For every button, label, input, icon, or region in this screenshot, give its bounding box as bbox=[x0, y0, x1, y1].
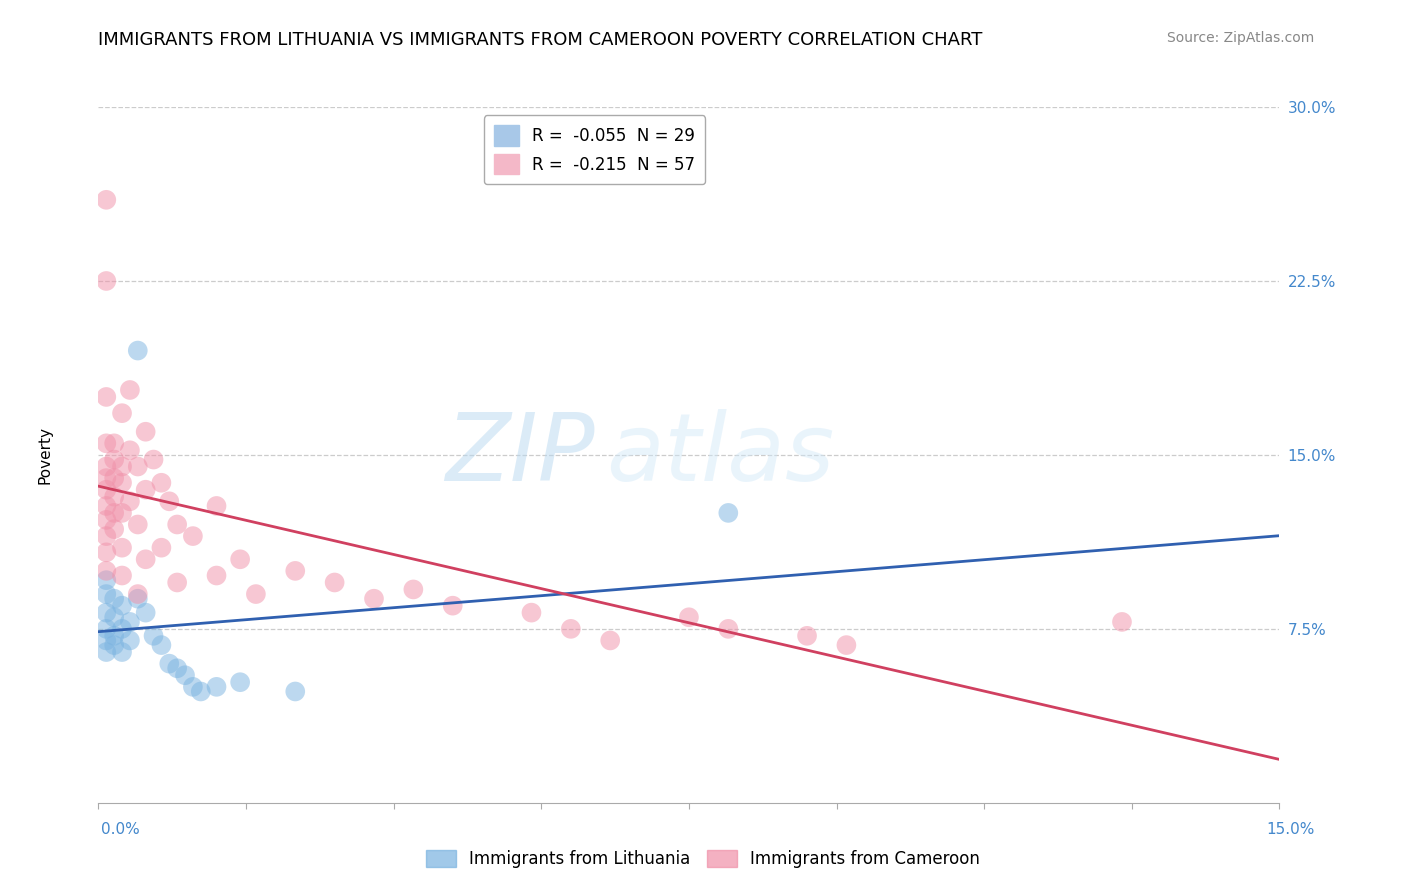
Point bbox=[284, 564, 307, 578]
Point bbox=[135, 606, 157, 620]
Point bbox=[103, 591, 125, 606]
Point bbox=[103, 610, 125, 624]
Point bbox=[363, 591, 385, 606]
Point bbox=[135, 425, 157, 439]
Point bbox=[111, 459, 134, 474]
Point bbox=[150, 541, 173, 555]
Point bbox=[229, 675, 252, 690]
Point bbox=[796, 629, 818, 643]
Point bbox=[166, 517, 188, 532]
Point bbox=[157, 494, 180, 508]
Point bbox=[229, 552, 252, 566]
Point bbox=[599, 633, 621, 648]
Point bbox=[96, 471, 118, 485]
Point bbox=[150, 638, 173, 652]
Point bbox=[150, 475, 173, 490]
Text: Poverty: Poverty bbox=[38, 425, 53, 484]
Point bbox=[96, 587, 118, 601]
Point bbox=[174, 668, 197, 682]
Point bbox=[103, 471, 125, 485]
Point bbox=[96, 436, 118, 450]
Point bbox=[96, 573, 118, 587]
Point bbox=[520, 606, 543, 620]
Point bbox=[111, 541, 134, 555]
Point bbox=[127, 343, 149, 358]
Point bbox=[181, 680, 204, 694]
Point bbox=[717, 506, 740, 520]
Point bbox=[96, 459, 118, 474]
Point bbox=[118, 494, 141, 508]
Point bbox=[96, 606, 118, 620]
Point bbox=[103, 436, 125, 450]
Point bbox=[1111, 615, 1133, 629]
Point bbox=[96, 193, 118, 207]
Point bbox=[135, 483, 157, 497]
Point bbox=[96, 513, 118, 527]
Text: ZIP: ZIP bbox=[444, 409, 595, 500]
Point bbox=[441, 599, 464, 613]
Point bbox=[96, 499, 118, 513]
Point bbox=[127, 517, 149, 532]
Point bbox=[111, 506, 134, 520]
Point bbox=[111, 599, 134, 613]
Point bbox=[96, 622, 118, 636]
Point bbox=[717, 622, 740, 636]
Point bbox=[118, 383, 141, 397]
Point bbox=[135, 552, 157, 566]
Point bbox=[181, 529, 204, 543]
Point bbox=[96, 633, 118, 648]
Text: 0.0%: 0.0% bbox=[101, 822, 141, 837]
Point bbox=[103, 490, 125, 504]
Point bbox=[111, 568, 134, 582]
Text: 15.0%: 15.0% bbox=[1267, 822, 1315, 837]
Point bbox=[96, 545, 118, 559]
Point bbox=[96, 483, 118, 497]
Point bbox=[96, 564, 118, 578]
Point bbox=[118, 615, 141, 629]
Point bbox=[118, 443, 141, 458]
Point bbox=[166, 661, 188, 675]
Point bbox=[103, 638, 125, 652]
Point bbox=[678, 610, 700, 624]
Point bbox=[835, 638, 858, 652]
Point bbox=[111, 475, 134, 490]
Point bbox=[96, 274, 118, 288]
Point bbox=[96, 529, 118, 543]
Point bbox=[127, 587, 149, 601]
Point bbox=[103, 629, 125, 643]
Point bbox=[560, 622, 582, 636]
Point bbox=[127, 459, 149, 474]
Point bbox=[96, 645, 118, 659]
Point bbox=[245, 587, 267, 601]
Legend: Immigrants from Lithuania, Immigrants from Cameroon: Immigrants from Lithuania, Immigrants fr… bbox=[419, 843, 987, 875]
Point bbox=[323, 575, 346, 590]
Point bbox=[205, 499, 228, 513]
Point bbox=[205, 680, 228, 694]
Text: atlas: atlas bbox=[606, 409, 835, 500]
Text: Source: ZipAtlas.com: Source: ZipAtlas.com bbox=[1167, 31, 1315, 45]
Point bbox=[157, 657, 180, 671]
Point bbox=[166, 575, 188, 590]
Point bbox=[118, 633, 141, 648]
Point bbox=[96, 390, 118, 404]
Point bbox=[190, 684, 212, 698]
Point bbox=[284, 684, 307, 698]
Point bbox=[111, 622, 134, 636]
Point bbox=[127, 591, 149, 606]
Legend: R =  -0.055  N = 29, R =  -0.215  N = 57: R = -0.055 N = 29, R = -0.215 N = 57 bbox=[484, 115, 706, 185]
Text: IMMIGRANTS FROM LITHUANIA VS IMMIGRANTS FROM CAMEROON POVERTY CORRELATION CHART: IMMIGRANTS FROM LITHUANIA VS IMMIGRANTS … bbox=[98, 31, 983, 49]
Point bbox=[142, 452, 165, 467]
Point bbox=[402, 582, 425, 597]
Point bbox=[103, 452, 125, 467]
Point bbox=[205, 568, 228, 582]
Point bbox=[103, 506, 125, 520]
Point bbox=[111, 406, 134, 420]
Point bbox=[142, 629, 165, 643]
Point bbox=[103, 522, 125, 536]
Point bbox=[111, 645, 134, 659]
